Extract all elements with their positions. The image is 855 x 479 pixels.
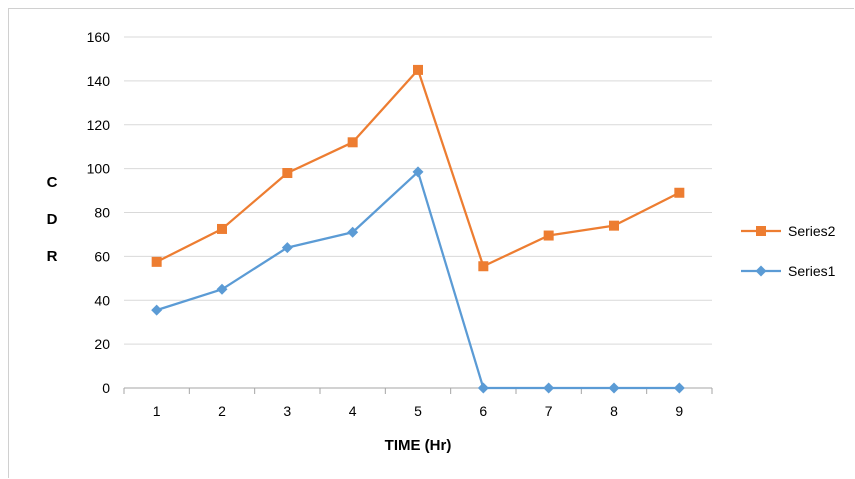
y-tick-label: 40	[94, 292, 110, 308]
series1-point	[673, 382, 685, 394]
legend-label: Series1	[788, 263, 836, 279]
series2-point	[282, 168, 293, 179]
series1-point	[543, 382, 555, 394]
x-tick-label: 8	[610, 403, 618, 419]
y-tick-label: 60	[94, 248, 110, 264]
series2-point	[674, 187, 685, 198]
series2-point	[543, 230, 554, 241]
series1-point	[412, 166, 424, 178]
series1-point	[151, 304, 163, 316]
x-tick-label: 7	[545, 403, 553, 419]
x-tick-label: 1	[153, 403, 161, 419]
x-tick-label: 5	[414, 403, 422, 419]
series1-point	[216, 283, 228, 295]
y-axis-title-letter: D	[47, 211, 58, 228]
x-tick-label: 6	[479, 403, 487, 419]
legend-marker	[755, 265, 767, 277]
series2-point	[609, 220, 619, 231]
y-tick-label: 140	[87, 73, 111, 89]
series2-point	[217, 223, 227, 234]
x-axis-title: TIME (Hr)	[385, 437, 452, 454]
x-tick-label: 4	[349, 403, 357, 419]
series-layer	[151, 64, 685, 394]
y-tick-label: 100	[87, 161, 111, 177]
series1-point	[477, 382, 489, 394]
y-axis-title-letter: C	[47, 174, 58, 191]
chart-frame	[8, 8, 854, 478]
series-series1	[151, 166, 685, 394]
legend-label: Series2	[788, 223, 836, 239]
x-tick-labels: 1 2 3 4 5 6 7 8 9	[153, 403, 684, 419]
x-tick-label: 2	[218, 403, 226, 419]
series2-point	[347, 137, 358, 148]
y-tick-label: 160	[87, 29, 111, 45]
legend-marker	[756, 226, 766, 236]
series1-point	[608, 382, 620, 394]
series1-point	[347, 226, 359, 238]
y-axis-title-letter: R	[47, 248, 58, 265]
legend-item-series2: Series2	[741, 223, 836, 239]
series1-line	[156, 170, 680, 390]
series-series2	[151, 64, 685, 272]
series2-point	[151, 256, 162, 267]
legend: Series2 Series1	[741, 223, 836, 279]
gridlines	[124, 36, 712, 345]
series2-point	[413, 64, 423, 75]
series2-point	[478, 261, 489, 272]
x-tick-label: 3	[283, 403, 291, 419]
y-axis-title: C D R	[47, 174, 58, 265]
legend-item-series1: Series1	[741, 263, 836, 279]
y-tick-labels: 0 20 40 60 80 100 120 140 160	[87, 29, 111, 396]
y-tick-label: 80	[94, 205, 110, 221]
y-tick-label: 120	[87, 117, 111, 133]
x-tick-label: 9	[675, 403, 683, 419]
y-tick-label: 20	[94, 336, 110, 352]
series1-point	[281, 242, 293, 254]
y-tick-label: 0	[102, 380, 110, 396]
